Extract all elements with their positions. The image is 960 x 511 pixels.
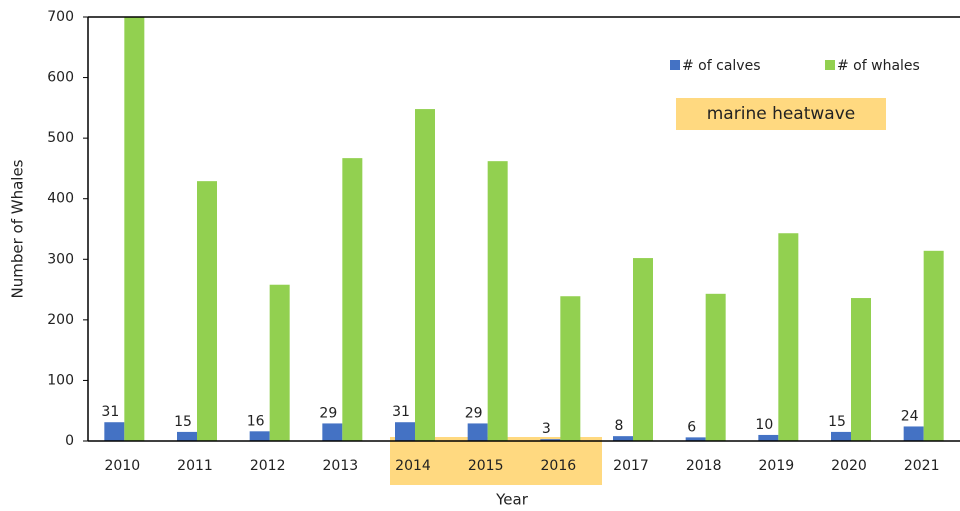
x-tick-label: 2018: [686, 458, 722, 474]
bar: [705, 293, 726, 441]
x-tick-label: 2011: [177, 458, 213, 474]
data-label: 6: [687, 419, 696, 435]
y-tick-label: 700: [47, 9, 74, 25]
y-tick-label: 200: [47, 312, 74, 328]
y-tick-label: 300: [47, 251, 74, 267]
bar: [903, 426, 924, 441]
data-label: 10: [755, 417, 773, 433]
x-tick-label: 2014: [395, 458, 431, 474]
bar: [685, 437, 706, 441]
heatwave-highlight: [390, 437, 602, 485]
data-label: 29: [319, 405, 337, 421]
x-tick-label: 2021: [904, 458, 940, 474]
bar: [322, 423, 343, 441]
legend-swatch: [670, 60, 680, 70]
data-label: 3: [542, 421, 551, 437]
data-label: 24: [901, 408, 919, 424]
bar: [923, 250, 944, 441]
bar: [633, 258, 653, 441]
bar: [269, 284, 290, 441]
data-label: 8: [615, 418, 624, 434]
annotation-box: [676, 98, 886, 130]
bar: [758, 434, 779, 441]
y-axis-title: Number of Whales: [9, 159, 27, 298]
bar: [540, 439, 561, 441]
bar: [415, 109, 435, 441]
bar: [395, 422, 415, 441]
bar: [851, 298, 871, 441]
bar: [104, 422, 125, 441]
bar: [197, 181, 217, 442]
bar: [487, 161, 508, 441]
bar: [124, 17, 145, 441]
bar: [831, 431, 851, 441]
bar: [467, 423, 488, 441]
bar: [613, 436, 633, 441]
y-tick-label: 100: [47, 372, 74, 388]
annotation: marine heatwave: [707, 104, 855, 124]
x-axis-title: Year: [495, 491, 529, 509]
data-label: 31: [101, 404, 119, 420]
y-tick-label: 400: [47, 191, 74, 207]
x-tick-label: 2020: [831, 458, 867, 474]
x-tick-label: 2017: [613, 458, 649, 474]
y-tick-label: 0: [65, 433, 74, 449]
y-tick-label: 600: [47, 70, 74, 86]
data-label: 15: [828, 414, 846, 430]
x-tick-label: 2015: [468, 458, 504, 474]
data-label: 15: [174, 414, 192, 430]
legend-label: # of whales: [837, 58, 920, 74]
x-tick-label: 2016: [541, 458, 577, 474]
x-tick-label: 2010: [105, 458, 141, 474]
legend-label: # of calves: [682, 58, 760, 74]
x-tick-label: 2013: [323, 458, 359, 474]
y-tick-label: 500: [47, 130, 74, 146]
bar: [177, 431, 197, 441]
bar: [342, 158, 363, 442]
legend-swatch: [825, 60, 835, 70]
x-tick-label: 2019: [759, 458, 795, 474]
data-label: 29: [465, 405, 483, 421]
x-tick-label: 2012: [250, 458, 286, 474]
bar: [778, 233, 799, 441]
data-label: 16: [247, 413, 265, 429]
data-label: 31: [392, 404, 410, 420]
bar: [249, 431, 270, 441]
bar: [560, 296, 581, 441]
